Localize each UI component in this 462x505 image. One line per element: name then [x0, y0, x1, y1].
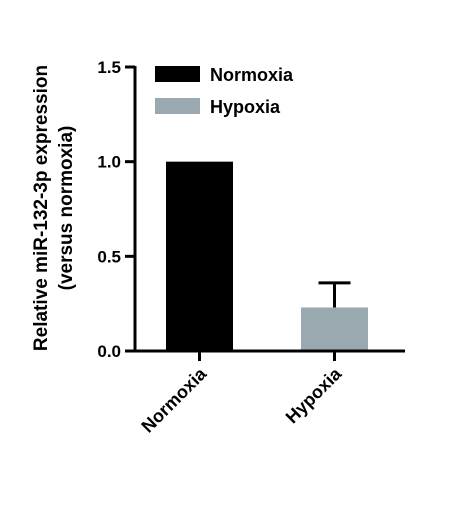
y-tick-label: 1.0	[97, 153, 121, 172]
legend-label-hypoxia: Hypoxia	[210, 97, 281, 117]
y-axis-label: Relative miR-132-3p expression (versus n…	[31, 65, 77, 351]
x-tick-label-normoxia: Normoxia	[137, 363, 211, 437]
legend-swatch-hypoxia	[155, 98, 200, 114]
y-axis-label-line-2: (versus normoxia)	[56, 126, 77, 291]
y-tick-label: 1.5	[97, 58, 121, 77]
y-tick-label: 0.0	[97, 342, 121, 361]
x-tick-label-hypoxia: Hypoxia	[282, 363, 346, 427]
y-tick-label: 0.5	[97, 247, 121, 266]
legend-swatch-normoxia	[155, 66, 200, 82]
bar-hypoxia	[301, 307, 368, 351]
legend-label-normoxia: Normoxia	[210, 65, 294, 85]
bar-normoxia	[166, 161, 233, 351]
y-axis-label-line-1: Relative miR-132-3p expression	[31, 65, 52, 351]
